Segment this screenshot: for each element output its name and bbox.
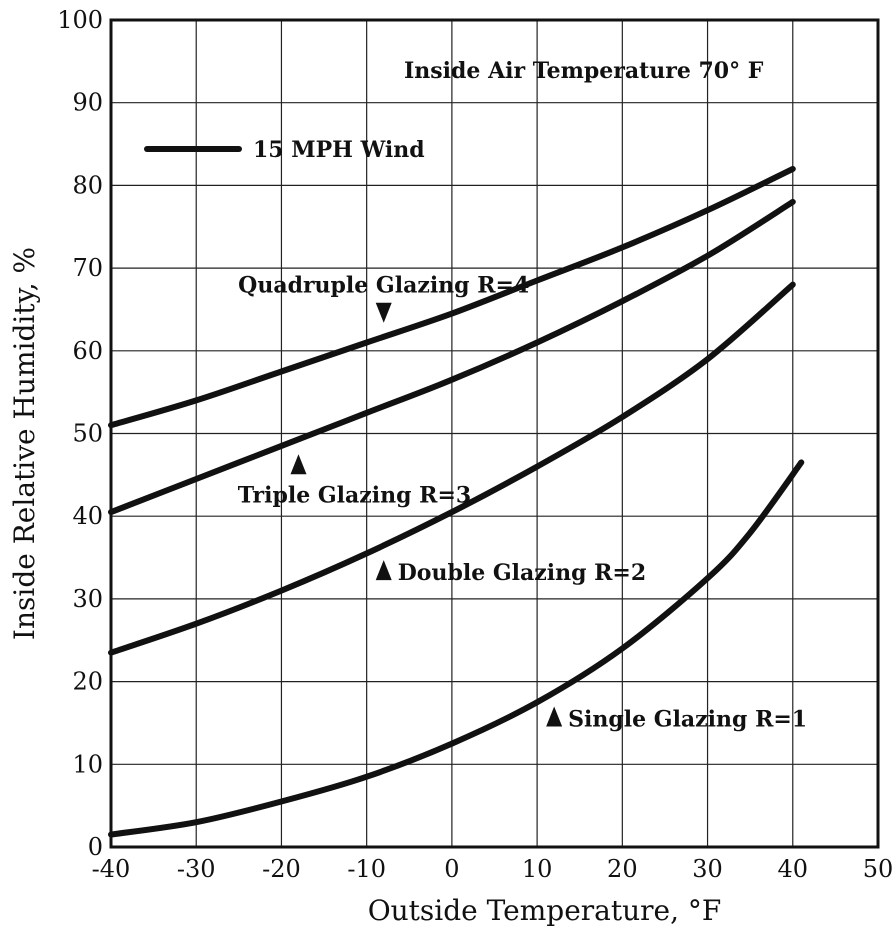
x-axis-title: Outside Temperature, °F: [368, 894, 722, 927]
y-tick-label: 20: [72, 668, 103, 696]
series-line-single: [108, 459, 805, 838]
series-marker-single: [546, 706, 563, 727]
y-tick-label: 60: [72, 337, 103, 365]
series-markers: [290, 302, 563, 727]
y-tick-label: 50: [72, 420, 103, 448]
series-marker-quadruple: [375, 302, 392, 323]
x-tick-label: -10: [347, 855, 386, 883]
inside-air-annotation: Inside Air Temperature 70° F: [404, 58, 764, 84]
series-labels: Quadruple Glazing R=4 Triple Glazing R=3…: [238, 273, 807, 733]
y-tick-label: 90: [72, 89, 103, 117]
y-tick-labels: 0 10 20 30 40 50 60 70 80 90 100: [57, 6, 103, 861]
series-lines: [108, 165, 805, 838]
y-axis-title: Inside Relative Humidity, %: [8, 247, 41, 640]
series-line-double: [108, 281, 796, 656]
y-tick-label: 40: [72, 502, 103, 530]
x-tick-label: 30: [692, 855, 723, 883]
series-line-triple: [108, 198, 796, 516]
x-tick-label: -30: [177, 855, 216, 883]
x-tick-label: 10: [522, 855, 553, 883]
y-tick-label: 0: [88, 833, 103, 861]
y-tick-label: 80: [72, 171, 103, 199]
series-label-triple: Triple Glazing R=3: [238, 482, 471, 508]
series-line-quadruple: [108, 165, 796, 429]
series-label-double: Double Glazing R=2: [398, 560, 646, 586]
y-tick-label: 10: [72, 750, 103, 778]
x-tick-label: 50: [863, 855, 894, 883]
x-tick-label: 0: [444, 855, 459, 883]
x-tick-labels: -40 -30 -20 -10 0 10 20 30 40 50: [92, 855, 894, 883]
legend: 15 MPH Wind: [144, 137, 425, 163]
series-label-single: Single Glazing R=1: [568, 707, 807, 733]
x-tick-label: -20: [262, 855, 301, 883]
series-label-quadruple: Quadruple Glazing R=4: [238, 273, 529, 299]
series-marker-triple: [290, 454, 307, 475]
x-tick-label: -40: [92, 855, 131, 883]
y-tick-label: 70: [72, 254, 103, 282]
y-tick-label: 100: [57, 6, 103, 34]
plot-frame: [109, 18, 880, 849]
legend-label: 15 MPH Wind: [253, 137, 425, 163]
y-tick-label: 30: [72, 585, 103, 613]
series-marker-double: [375, 560, 392, 581]
x-tick-label: 40: [778, 855, 809, 883]
x-tick-label: 20: [607, 855, 638, 883]
